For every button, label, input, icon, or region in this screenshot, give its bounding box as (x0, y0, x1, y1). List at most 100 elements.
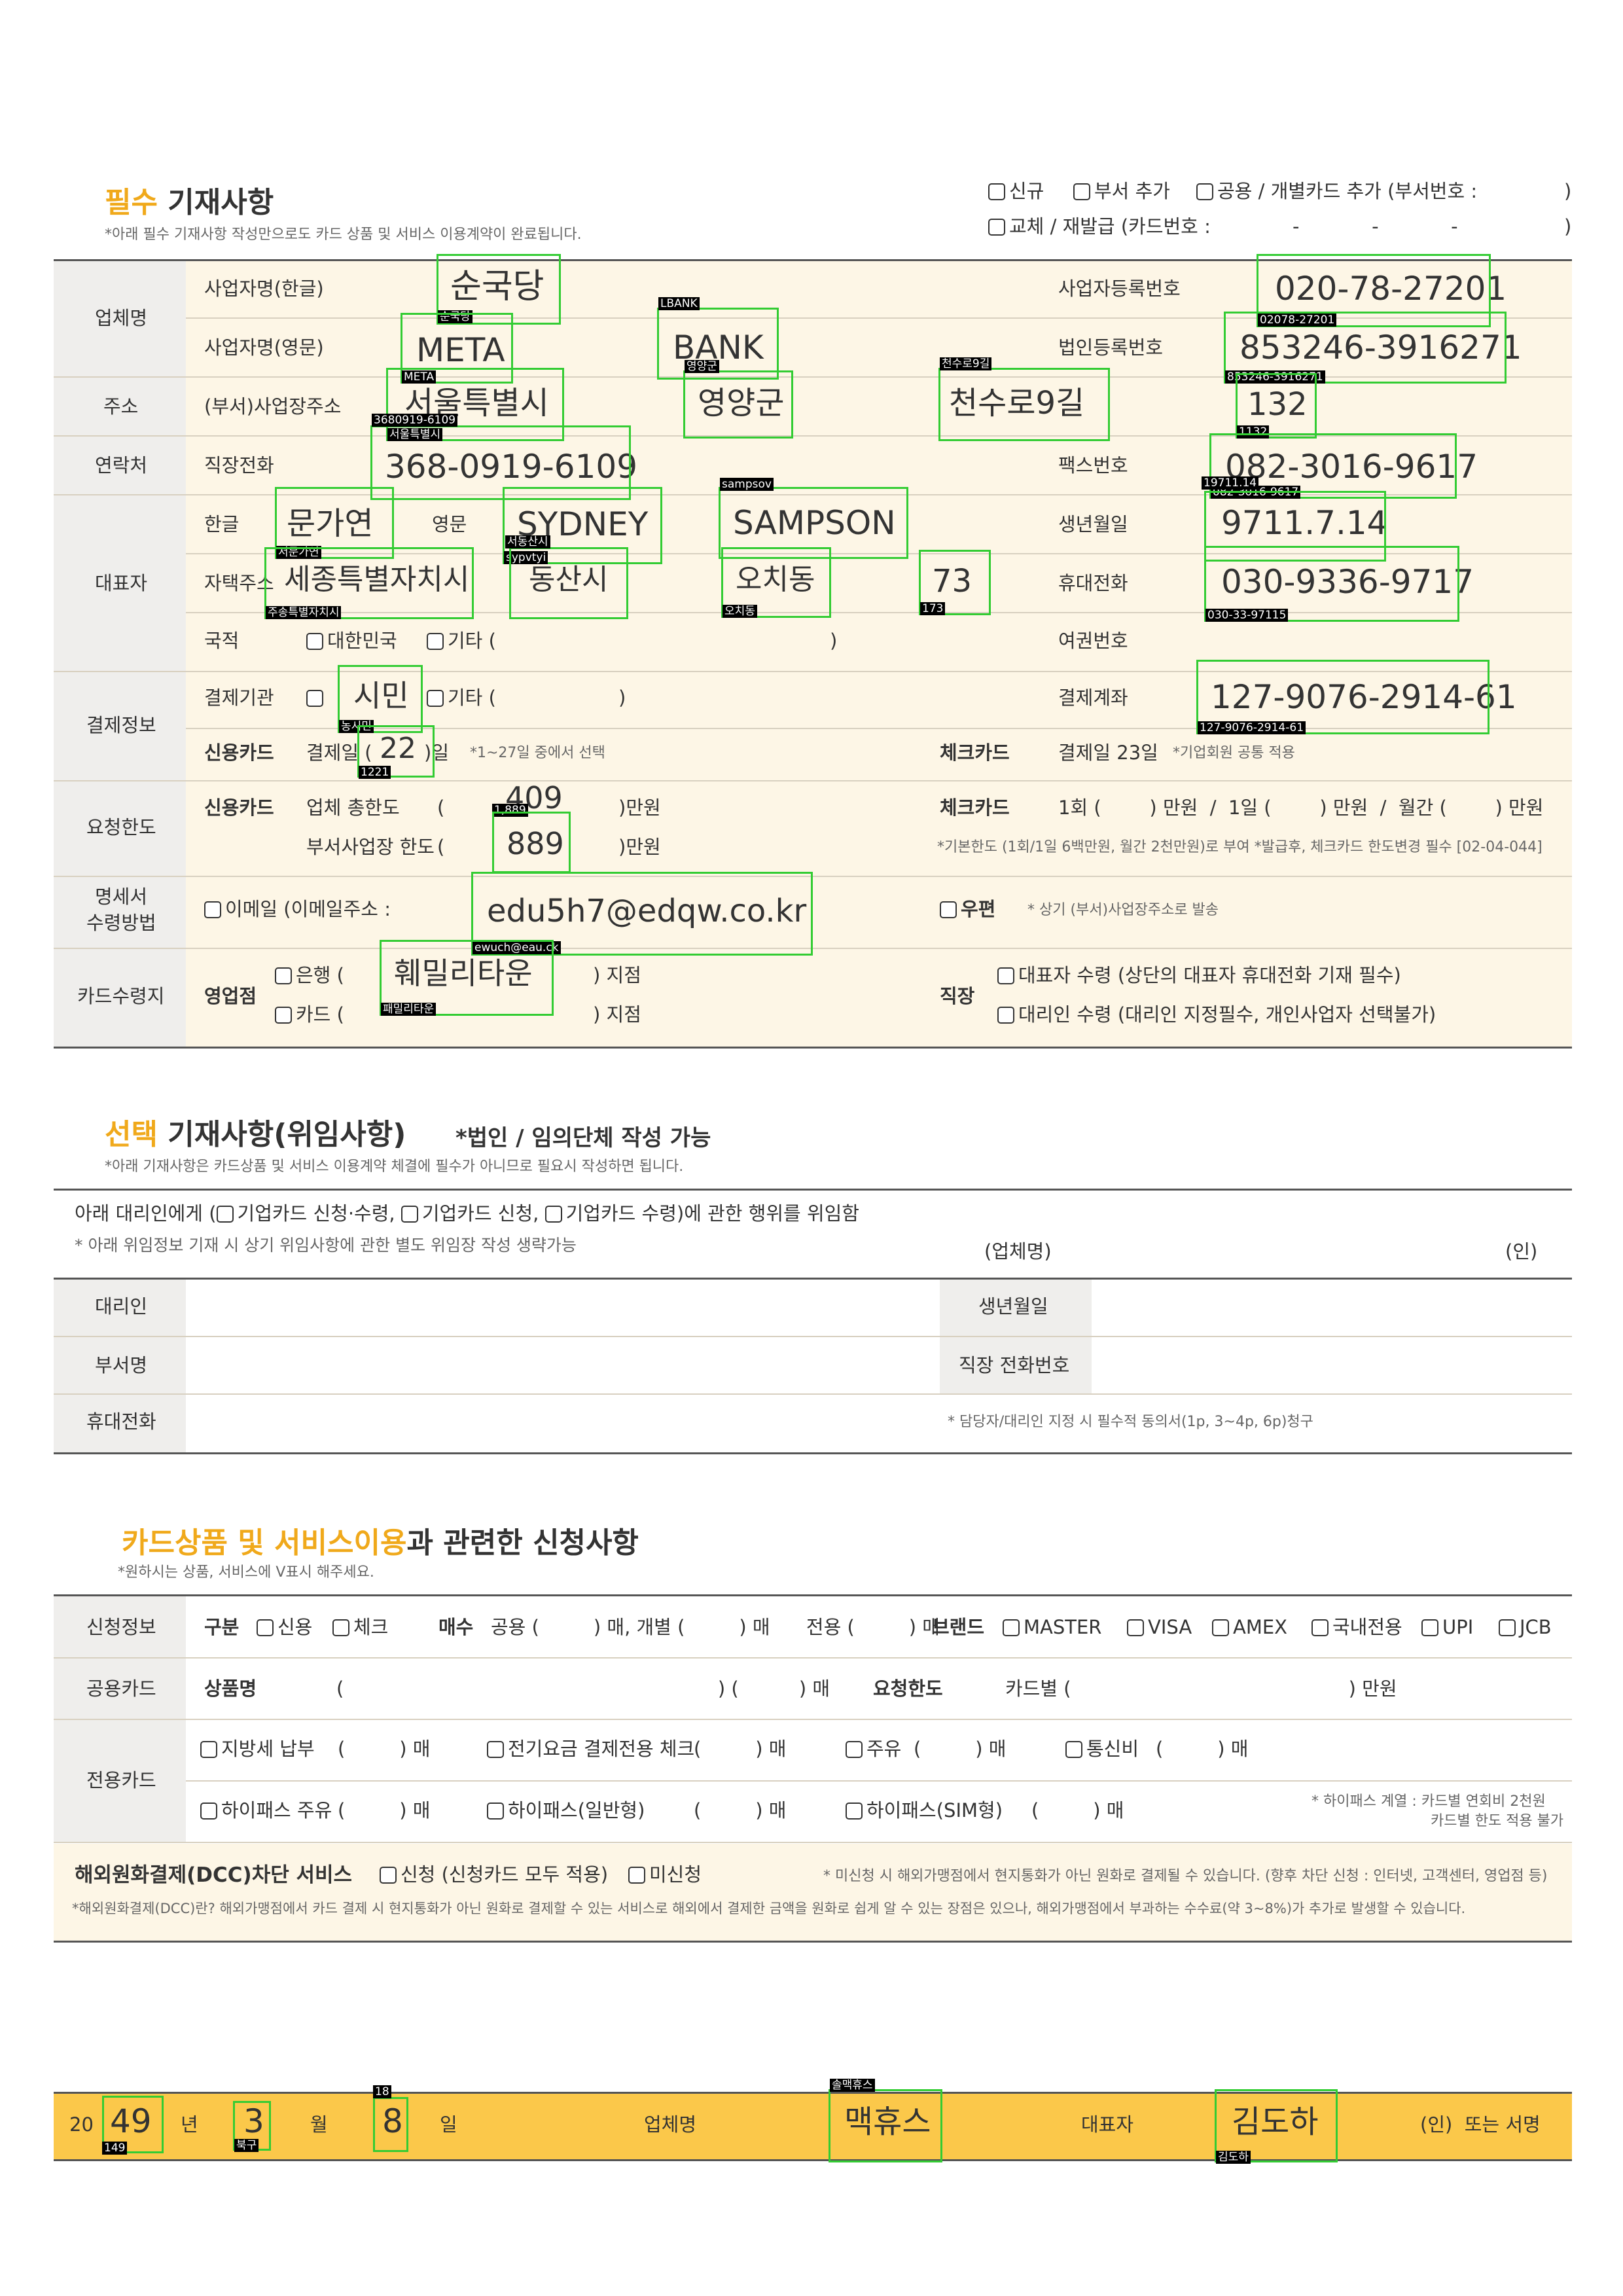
option-hipass-sim[interactable]: 하이패스(SIM형) (846, 1801, 1003, 1820)
checkbox[interactable] (988, 183, 1005, 200)
label-dedicated-card: 전용카드 (86, 1769, 156, 1791)
checkbox[interactable] (487, 1741, 504, 1758)
value-rep-en1: SYDNEY (517, 505, 649, 543)
option-bank[interactable]: 은행 ( (275, 966, 344, 985)
checkbox[interactable] (204, 901, 221, 918)
option-add-card[interactable]: 공용 / 개별카드 추가 (부서번호 : (1196, 182, 1477, 201)
checkbox[interactable] (401, 1206, 418, 1223)
option-new[interactable]: 신규 (988, 182, 1044, 201)
checkbox[interactable] (1127, 1619, 1144, 1636)
checkbox[interactable] (846, 1741, 863, 1758)
checkbox[interactable] (200, 1741, 217, 1758)
option-proxy-receive[interactable]: 대리인 수령 (대리인 지정필수, 개인사업자 선택불가) (997, 1005, 1436, 1024)
divider (54, 1452, 1572, 1454)
option-hipass-gen[interactable]: 하이패스(일반형) (487, 1801, 645, 1820)
bbox (1196, 660, 1489, 734)
option-other-bank[interactable]: 기타 ( (427, 689, 496, 708)
checkbox[interactable] (275, 967, 292, 984)
label-credit-card2: 신용카드 (204, 797, 274, 819)
option-rep-receive[interactable]: 대표자 수령 (상단의 대표자 휴대전화 기재 필수) (997, 966, 1401, 985)
label-biz-name-kr: 사업자명(한글) (204, 278, 324, 300)
option-card[interactable]: 카드 ( (275, 1005, 344, 1024)
payment-bank-checkbox[interactable] (306, 689, 327, 708)
option-reissue[interactable]: 교체 / 재발급 (카드번호 : (988, 217, 1211, 236)
checkbox[interactable] (306, 633, 323, 650)
value-biz-reg-no: 020-78-27201 (1275, 270, 1507, 308)
checkbox[interactable] (306, 690, 323, 707)
brand-amex[interactable]: AMEX (1212, 1618, 1287, 1637)
checkbox[interactable] (628, 1867, 645, 1884)
divider (54, 1719, 1572, 1720)
checkbox[interactable] (997, 967, 1014, 984)
checkbox[interactable] (1499, 1619, 1516, 1636)
checkbox[interactable] (846, 1803, 863, 1820)
option-email[interactable]: 이메일 (이메일주소 : (204, 900, 391, 919)
option-credit[interactable]: 신용 (257, 1618, 312, 1637)
brand-domestic[interactable]: 국내전용 (1311, 1618, 1402, 1637)
label-biz-address: (부서)사업장주소 (204, 395, 342, 418)
checkbox[interactable] (1421, 1619, 1438, 1636)
brand-master[interactable]: MASTER (1003, 1618, 1101, 1637)
ocr-tag: 북구 (234, 2139, 259, 2152)
checkbox[interactable] (997, 1007, 1014, 1024)
value-month: 3 (243, 2102, 264, 2140)
checkbox[interactable] (1073, 183, 1090, 200)
checkbox[interactable] (275, 1007, 292, 1024)
brand-visa[interactable]: VISA (1127, 1618, 1192, 1637)
checkbox[interactable] (380, 1867, 397, 1884)
label-brand: 브랜드 (932, 1616, 985, 1638)
label-req-limit: 요청한도 (873, 1677, 943, 1700)
hipass-note: 카드별 한도 적용 불가 (1431, 1813, 1564, 1829)
checkbox[interactable] (940, 901, 957, 918)
checkbox[interactable] (1003, 1619, 1020, 1636)
close-paren: ) (618, 687, 626, 709)
label-proxy: 대리인 (95, 1295, 148, 1318)
count-detail: 공용 ( ) 매, 개별 ( ) 매 전용 ( ) 매 (491, 1616, 940, 1638)
checkbox[interactable] (1212, 1619, 1229, 1636)
checkbox[interactable] (1311, 1619, 1329, 1636)
option-check[interactable]: 체크 (332, 1618, 388, 1637)
label-type: 구분 (204, 1616, 240, 1638)
option-hipass-fuel[interactable]: 하이패스 주유 (200, 1801, 332, 1820)
label-birth: 생년월일 (1058, 513, 1128, 535)
label-cell (940, 1280, 1092, 1395)
checkbox[interactable] (988, 219, 1005, 236)
bbox (657, 308, 779, 380)
label-company: 업체명 (95, 307, 148, 329)
checkbox[interactable] (200, 1803, 217, 1820)
mail-note: * 상기 (부서)사업장주소로 발송 (1027, 902, 1219, 918)
bbox (264, 547, 474, 619)
checkbox[interactable] (257, 1619, 274, 1636)
brand-upi[interactable]: UPI (1421, 1618, 1473, 1637)
label-mobile: 휴대전화 (1058, 572, 1128, 594)
value-home1: 세종특별자치시 (284, 563, 470, 596)
checkbox[interactable] (1196, 183, 1213, 200)
option-local-tax[interactable]: 지방세 납부 (200, 1740, 315, 1759)
option-elec[interactable]: 전기요금 결제전용 체크 (487, 1740, 694, 1759)
bbox (471, 872, 813, 956)
limit-note: *기본한도 (1회/1일 6백만원, 월간 2천만원)로 부여 *발급후, 체크… (937, 839, 1543, 855)
bbox (357, 725, 435, 778)
option-mail[interactable]: 우편 (940, 900, 995, 919)
option-dcc-no[interactable]: 미신청 (628, 1865, 702, 1884)
option-add-dept[interactable]: 부서 추가 (1073, 182, 1170, 201)
branch-unit: ) 지점 (593, 964, 641, 986)
ocr-tag: ewuch@eau.ck (473, 941, 561, 954)
label-rep-sign: 대표자 (1081, 2113, 1134, 2136)
checkbox[interactable] (1065, 1741, 1082, 1758)
brand-jcb[interactable]: JCB (1499, 1618, 1552, 1637)
label-cell (54, 1280, 186, 1452)
checkbox[interactable] (332, 1619, 349, 1636)
option-korea[interactable]: 대한민국 (306, 632, 397, 651)
checkbox[interactable] (427, 633, 444, 650)
divider (54, 948, 1572, 949)
option-fuel[interactable]: 주유 (846, 1740, 901, 1759)
checkbox[interactable] (487, 1803, 504, 1820)
option-telecom[interactable]: 통신비 (1065, 1740, 1139, 1759)
option-dcc-apply[interactable]: 신청 (신청카드 모두 적용) (380, 1865, 608, 1884)
checkbox[interactable] (216, 1206, 234, 1223)
checkbox[interactable] (544, 1206, 562, 1223)
checkbox[interactable] (427, 690, 444, 707)
signature-bar (54, 2092, 1572, 2161)
option-other-nation[interactable]: 기타 ( (427, 632, 496, 651)
